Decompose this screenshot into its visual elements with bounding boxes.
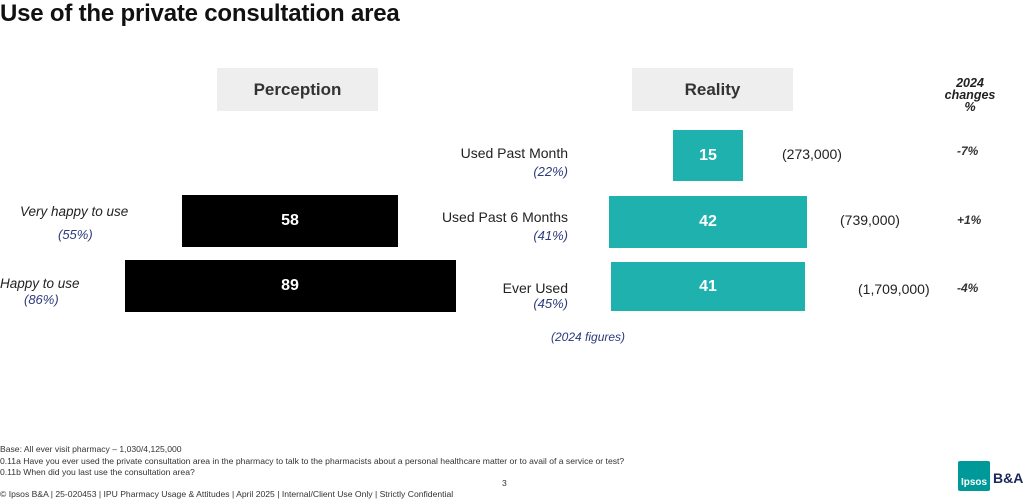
perception-bar: 89	[125, 260, 456, 312]
reality-header: Reality	[632, 68, 793, 111]
ipsos-logo: Ipsos	[958, 461, 990, 491]
perception-bar-value: 58	[281, 212, 299, 230]
reality-count: (1,709,000)	[858, 281, 930, 297]
changes-header-line-3: %	[938, 101, 1002, 113]
footnote-base: Base: All ever visit pharmacy – 1,030/4,…	[0, 444, 940, 456]
reality-label: Ever Used	[503, 280, 568, 296]
reality-count: (273,000)	[782, 146, 842, 162]
figures-note: (2024 figures)	[551, 330, 625, 344]
change-2024: -7%	[957, 144, 978, 158]
ba-logo: B&A	[993, 470, 1023, 486]
page-number: 3	[502, 478, 507, 490]
footnote-q11a: 0.11a Have you ever used the private con…	[0, 456, 940, 468]
perception-percent-label: (55%)	[58, 227, 93, 242]
perception-header: Perception	[217, 68, 378, 111]
page-title: Use of the private consultation area	[0, 0, 400, 28]
perception-label: Happy to use	[0, 276, 80, 291]
perception-label: Very happy to use	[20, 204, 128, 219]
reality-count: (739,000)	[840, 212, 900, 228]
reality-label: Used Past 6 Months	[442, 209, 568, 225]
reality-bar-value: 15	[699, 147, 717, 165]
reality-label: Used Past Month	[461, 145, 568, 161]
perception-bar-value: 89	[281, 277, 299, 295]
reality-percent-label: (45%)	[533, 296, 568, 311]
reality-percent-label: (41%)	[533, 228, 568, 243]
reality-bar: 42	[609, 196, 807, 248]
footnotes: Base: All ever visit pharmacy – 1,030/4,…	[0, 444, 940, 500]
reality-percent-label: (22%)	[533, 164, 568, 179]
reality-bar: 15	[673, 130, 744, 181]
footnote-copyright: © Ipsos B&A | 25-020453 | IPU Pharmacy U…	[0, 489, 940, 500]
changes-header: 2024 changes %	[938, 77, 1002, 113]
reality-bar-value: 41	[699, 278, 717, 296]
reality-bar-value: 42	[699, 213, 717, 231]
perception-bar: 58	[182, 195, 398, 247]
perception-percent-label: (86%)	[24, 292, 59, 307]
footnote-q11b: 0.11b When did you last use the consulta…	[0, 467, 940, 479]
change-2024: +1%	[957, 213, 981, 227]
change-2024: -4%	[957, 281, 978, 295]
reality-bar: 41	[611, 262, 804, 311]
